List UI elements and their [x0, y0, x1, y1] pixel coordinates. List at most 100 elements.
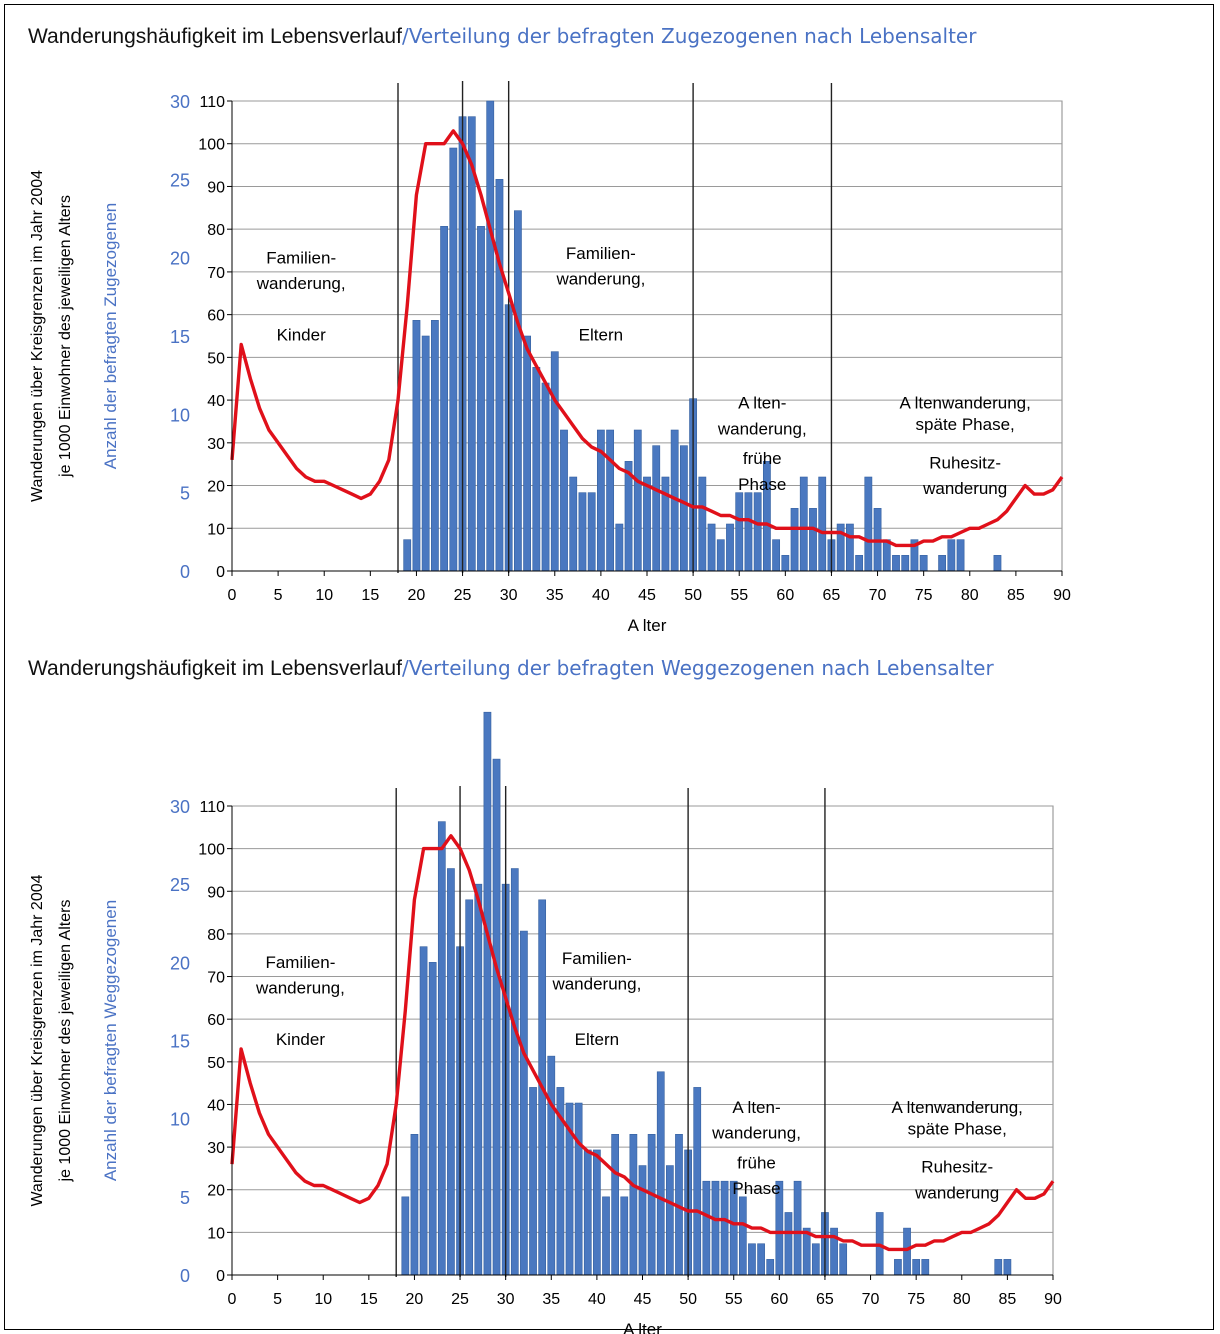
chart-1-x-tick-label: 65 — [823, 587, 841, 604]
chart-2-bar — [766, 1259, 775, 1276]
chart-2-x-tick-label: 50 — [679, 1291, 697, 1308]
chart-1-bar — [753, 492, 762, 572]
chart-1-y-tick-label: 20 — [207, 479, 225, 496]
chart-2-y-tick-label: 30 — [207, 1140, 225, 1157]
chart-2-bar — [629, 1134, 638, 1276]
chart-1-blue-tick-label: 15 — [170, 327, 190, 347]
chart-1-series-line — [230, 129, 1064, 548]
chart-1-bar — [707, 523, 716, 572]
chart-1-bar — [430, 320, 439, 572]
chart-2-series-line — [230, 834, 1055, 1252]
chart-2-x-tick-label: 85 — [998, 1291, 1016, 1308]
chart-1-annotation: Familien- — [566, 244, 636, 263]
chart-1-annotation: A ltenwanderung, — [899, 394, 1030, 413]
chart-1-blue-y-label: Anzahl der befragten Zugezogenen — [101, 203, 120, 470]
chart-1-bar — [560, 429, 568, 572]
chart-1-y-tick-label: 30 — [207, 436, 225, 453]
chart-1-bar — [938, 555, 947, 572]
chart-2-x-tick-label: 80 — [953, 1291, 971, 1308]
chart-1-blue-tick-label: 30 — [170, 92, 190, 112]
chart-2-x-tick-label: 60 — [770, 1291, 788, 1308]
chart-2-title-main: Wanderungshäufigkeit im Lebensverlauf — [28, 657, 402, 680]
chart-2-bar — [520, 930, 528, 1276]
chart-1-bar — [477, 226, 485, 572]
chart-2-annotation: wanderung, — [711, 1124, 801, 1143]
chart-1-bar — [403, 539, 412, 572]
chart-2-bar — [811, 1243, 820, 1276]
chart-1-bar — [947, 539, 956, 572]
chart-1-y-label-2: je 1000 Einwohner des jeweiligen Alters — [57, 195, 74, 478]
chart-2-bar — [839, 1243, 848, 1276]
chart-2-bar — [656, 1071, 665, 1276]
chart-2-y-tick-label: 100 — [198, 842, 225, 859]
chart-1-x-tick-label: 0 — [228, 587, 237, 604]
chart-1-x-tick-label: 55 — [730, 587, 748, 604]
chart-2-x-tick-label: 10 — [314, 1291, 332, 1308]
chart-1-x-tick-label: 60 — [776, 587, 794, 604]
chart-2-bar — [748, 1243, 756, 1276]
chart-2-y-tick-label: 80 — [207, 927, 225, 944]
chart-2-bar — [638, 1165, 647, 1276]
chart-2-y-tick-label: 110 — [199, 799, 225, 816]
chart-1-y-tick-label: 10 — [207, 521, 225, 538]
chart-2-bar — [693, 1087, 702, 1276]
chart-1-annotation: Eltern — [579, 325, 623, 344]
chart-1-y-tick-label: 70 — [207, 265, 225, 282]
chart-2-annotation: Familien- — [265, 953, 335, 972]
chart-2-annotation: wanderung, — [255, 979, 345, 998]
chart-2-x-tick-label: 30 — [497, 1291, 515, 1308]
chart-2-bar — [593, 1149, 601, 1276]
chart-1-y-label: Wanderungen über Kreisgrenzen im Jahr 20… — [29, 170, 46, 502]
chart-1-bar — [864, 476, 873, 572]
chart-1-x-tick-label: 35 — [546, 587, 564, 604]
chart-2-x-tick-label: 20 — [406, 1291, 424, 1308]
chart-1-bar — [799, 476, 808, 572]
chart-2-annotation: späte Phase, — [908, 1119, 1007, 1138]
chart-1-x-tick-label: 30 — [500, 587, 518, 604]
chart-1-y-tick-label: 0 — [216, 564, 225, 581]
chart-1-bar — [495, 179, 504, 572]
chart-1-bar — [809, 508, 817, 572]
chart-2-annotation: frühe — [737, 1153, 776, 1172]
chart-1-x-tick-label: 40 — [592, 587, 610, 604]
chart-1-annotation: Phase — [738, 475, 786, 494]
chart-2-bar — [903, 1227, 911, 1276]
chart-1-bar — [421, 335, 430, 572]
chart-1-bar — [892, 555, 900, 572]
chart-2-blue-tick-label: 20 — [170, 953, 190, 973]
chart-1-blue-tick-label: 10 — [170, 405, 190, 425]
chart-2-x-tick-label: 0 — [228, 1291, 237, 1308]
chart-2-bar — [647, 1134, 656, 1276]
chart-2-bar — [510, 868, 519, 1276]
chart-2-bar — [602, 1196, 610, 1276]
chart-2-bar — [702, 1180, 711, 1276]
chart-1-bar — [467, 116, 476, 572]
chart-1-bar — [679, 445, 688, 572]
chart-1-x-tick-label: 90 — [1053, 587, 1071, 604]
chart-1-annotation: A lten- — [738, 394, 786, 413]
chart-1-bar — [818, 476, 827, 572]
chart-2-bar — [894, 1259, 902, 1276]
chart-2-x-tick-label: 35 — [542, 1291, 560, 1308]
chart-2-bar — [410, 1134, 419, 1276]
chart-2-y-tick-label: 20 — [207, 1183, 225, 1200]
chart-1-x-tick-label: 50 — [684, 587, 702, 604]
chart-1-x-tick-label: 5 — [274, 587, 283, 604]
chart-2-x-tick-label: 15 — [360, 1291, 378, 1308]
chart-1-x-tick-label: 20 — [408, 587, 426, 604]
chart-2-annotation: A lten- — [732, 1098, 780, 1117]
chart-1-x-tick-label: 45 — [638, 587, 656, 604]
chart-1-bar — [486, 100, 495, 572]
chart-1-x-label: A lter — [628, 616, 667, 635]
chart-1-bar — [578, 492, 587, 572]
chart-2-annotation: Familien- — [562, 949, 632, 968]
chart-2-bar — [720, 1180, 729, 1276]
chart-1-bar — [440, 226, 449, 572]
chart-2-blue-tick-label: 30 — [170, 797, 190, 817]
chart-2-bar — [793, 1180, 802, 1276]
chart-1-annotation: Ruhesitz- — [929, 453, 1001, 472]
chart-2-bar — [757, 1243, 765, 1276]
chart-1-blue-tick-label: 0 — [180, 562, 190, 582]
chart-1-bar — [735, 492, 744, 572]
